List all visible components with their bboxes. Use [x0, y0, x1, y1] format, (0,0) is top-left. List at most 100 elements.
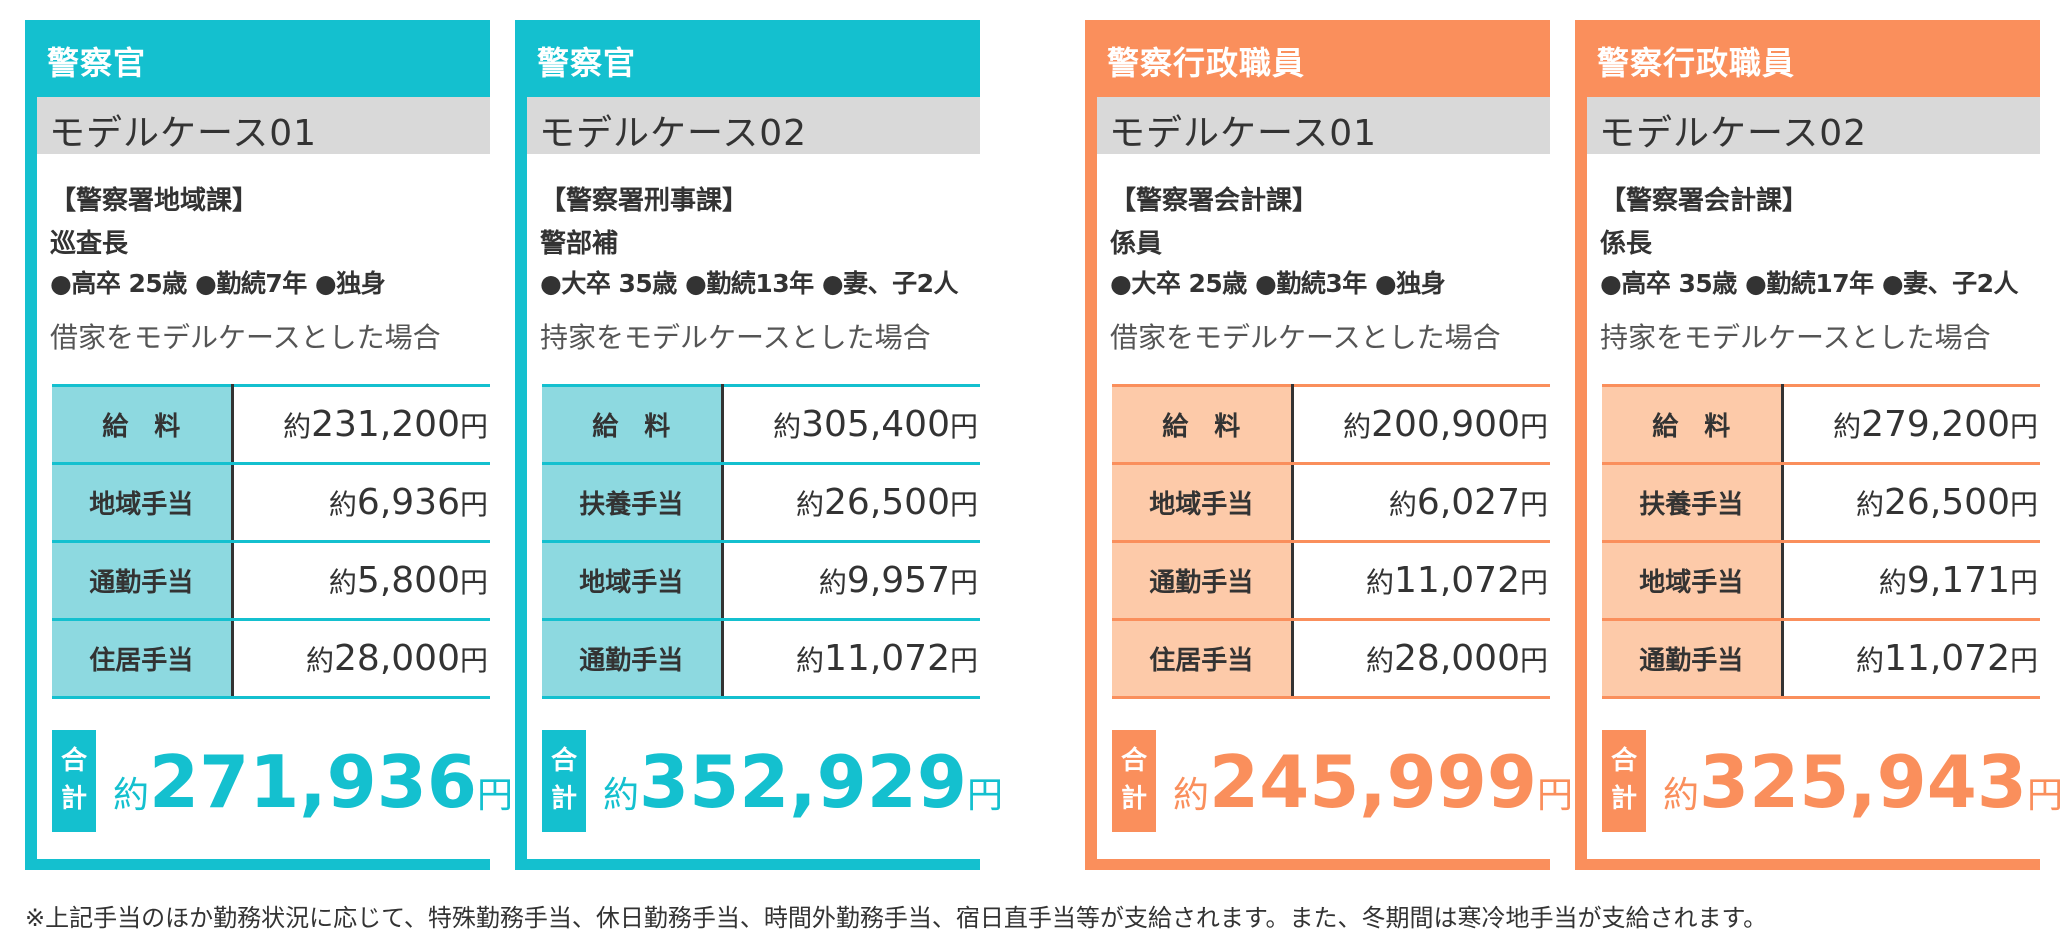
amount-value: 5,800 [356, 560, 460, 601]
job-category-header: 警察行政職員 [1575, 20, 2040, 97]
allowance-label: 通勤手当 [542, 618, 724, 699]
amount-value: 279,200 [1861, 404, 2010, 445]
salary-row: 通勤手当 約11,072円 [542, 618, 980, 699]
card-frame-bottom [1575, 859, 2040, 870]
model-case-title: モデルケース02 [527, 97, 980, 154]
salary-row: 通勤手当 約11,072円 [1112, 540, 1550, 621]
approx-prefix: 約 [1856, 644, 1885, 677]
allowance-label: 通勤手当 [52, 540, 234, 621]
salary-row: 地域手当 約9,957円 [542, 540, 980, 621]
housing-note: 持家をモデルケースとした場合 [1600, 321, 1991, 354]
total-tag: 合計 [52, 730, 96, 832]
amount-value: 305,400 [801, 404, 950, 445]
allowance-amount: 約200,900円 [1292, 384, 1550, 465]
model-case-title: モデルケース02 [1587, 97, 2040, 154]
salary-row: 通勤手当 約11,072円 [1602, 618, 2040, 699]
allowance-label: 通勤手当 [1112, 540, 1294, 621]
salary-row: 住居手当 約28,000円 [52, 618, 490, 699]
amount-value: 6,936 [356, 482, 460, 523]
allowance-label: 給 料 [52, 384, 234, 465]
approx-prefix: 約 [796, 488, 825, 521]
allowance-amount: 約28,000円 [1292, 618, 1550, 699]
approx-prefix: 約 [328, 488, 357, 521]
yen-unit: 円 [459, 488, 488, 521]
amount-value: 28,000 [334, 638, 460, 679]
total-tag-text: 合計 [60, 746, 87, 814]
yen-unit: 円 [1519, 488, 1548, 521]
approx-prefix: 約 [1343, 410, 1372, 443]
total-tag-text: 合計 [550, 746, 577, 814]
card-frame-left [515, 20, 527, 870]
total-value: 245,999 [1209, 740, 1537, 824]
salary-table: 給 料 約279,200円 扶養手当 約26,500円 地域手当 約9,171円… [1602, 384, 2040, 699]
yen-unit: 円 [459, 644, 488, 677]
yen-unit: 円 [1519, 644, 1548, 677]
approx-prefix: 約 [1388, 488, 1417, 521]
total-value: 352,929 [639, 740, 967, 824]
salary-row: 給 料 約200,900円 [1112, 384, 1550, 465]
approx-prefix: 約 [1173, 775, 1210, 816]
amount-value: 11,072 [824, 638, 950, 679]
footnote: ※上記手当のほか勤務状況に応じて、特殊勤務手当、休日勤務手当、時間外勤務手当、宿… [25, 904, 1768, 932]
total-value: 271,936 [149, 740, 477, 824]
allowance-label: 地域手当 [1602, 540, 1784, 621]
yen-unit: 円 [459, 566, 488, 599]
yen-unit: 円 [2026, 775, 2063, 816]
amount-value: 6,027 [1416, 482, 1520, 523]
salary-table: 給 料 約200,900円 地域手当 約6,027円 通勤手当 約11,072円… [1112, 384, 1550, 699]
job-category-header: 警察官 [25, 20, 490, 97]
salary-table: 給 料 約305,400円 扶養手当 約26,500円 地域手当 約9,957円… [542, 384, 980, 699]
yen-unit: 円 [949, 566, 978, 599]
approx-prefix: 約 [818, 566, 847, 599]
allowance-amount: 約305,400円 [722, 384, 980, 465]
total-tag: 合計 [1112, 730, 1156, 832]
allowance-label: 通勤手当 [1602, 618, 1784, 699]
salary-row: 給 料 約305,400円 [542, 384, 980, 465]
card-frame-bottom [1085, 859, 1550, 870]
allowance-amount: 約9,957円 [722, 540, 980, 621]
yen-unit: 円 [949, 488, 978, 521]
yen-unit: 円 [459, 410, 488, 443]
allowance-amount: 約28,000円 [232, 618, 490, 699]
card-frame-bottom [25, 859, 490, 870]
amount-value: 231,200 [311, 404, 460, 445]
card-frame-bottom [515, 859, 980, 870]
card-frame-left [1575, 20, 1587, 870]
yen-unit: 円 [2009, 410, 2038, 443]
salary-row: 給 料 約279,200円 [1602, 384, 2040, 465]
total-amount: 約245,999円 [1173, 740, 1573, 824]
approx-prefix: 約 [306, 644, 335, 677]
approx-prefix: 約 [773, 410, 802, 443]
yen-unit: 円 [1536, 775, 1573, 816]
salary-row: 扶養手当 約26,500円 [542, 462, 980, 543]
model-case-title: モデルケース01 [37, 97, 490, 154]
yen-unit: 円 [2009, 566, 2038, 599]
allowance-label: 住居手当 [52, 618, 234, 699]
yen-unit: 円 [949, 410, 978, 443]
approx-prefix: 約 [1663, 775, 1700, 816]
allowance-label: 扶養手当 [542, 462, 724, 543]
total-tag-text: 合計 [1120, 746, 1147, 814]
total-amount: 約352,929円 [603, 740, 1003, 824]
allowance-label: 地域手当 [52, 462, 234, 543]
approx-prefix: 約 [113, 775, 150, 816]
housing-note: 持家をモデルケースとした場合 [540, 321, 931, 354]
allowance-amount: 約9,171円 [1782, 540, 2040, 621]
allowance-amount: 約11,072円 [1782, 618, 2040, 699]
yen-unit: 円 [2009, 488, 2038, 521]
allowance-label: 給 料 [1602, 384, 1784, 465]
yen-unit: 円 [1519, 566, 1548, 599]
approx-prefix: 約 [796, 644, 825, 677]
amount-value: 9,957 [846, 560, 950, 601]
allowance-label: 住居手当 [1112, 618, 1294, 699]
yen-unit: 円 [949, 644, 978, 677]
approx-prefix: 約 [1878, 566, 1907, 599]
salary-row: 通勤手当 約5,800円 [52, 540, 490, 621]
employee-profile: ●高卒 35歳 ●勤続17年 ●妻、子2人 [1600, 269, 2019, 298]
salary-row: 住居手当 約28,000円 [1112, 618, 1550, 699]
approx-prefix: 約 [283, 410, 312, 443]
approx-prefix: 約 [328, 566, 357, 599]
employee-profile: ●高卒 25歳 ●勤続7年 ●独身 [50, 269, 386, 298]
rank: 巡査長 [50, 229, 129, 259]
yen-unit: 円 [476, 775, 513, 816]
